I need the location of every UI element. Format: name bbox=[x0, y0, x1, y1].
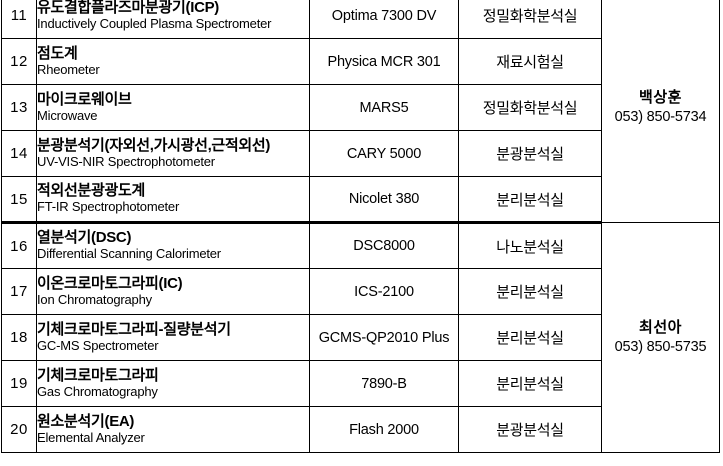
equipment-name-english: Rheometer bbox=[37, 61, 100, 77]
table-row: 15 적외선분광광도계 FT-IR Spectrophotometer Nico… bbox=[1, 176, 720, 224]
equipment-model: Flash 2000 bbox=[309, 406, 459, 453]
row-number: 11 bbox=[1, 0, 37, 39]
table-row: 19 기체크로마토그라피 Gas Chromatography 7890-B 분… bbox=[1, 360, 720, 407]
equipment-name-cell: 유도결합플라즈마분광기(ICP) Inductively Coupled Pla… bbox=[36, 0, 310, 39]
equipment-name-korean: 유도결합플라즈마분광기(ICP) bbox=[37, 0, 219, 16]
equipment-name-english: Ion Chromatography bbox=[37, 291, 152, 307]
equipment-lab: 정밀화학분석실 bbox=[458, 0, 602, 39]
equipment-name-korean: 기체크로마토그라피-질량분석기 bbox=[37, 320, 231, 338]
equipment-name-english: Gas Chromatography bbox=[37, 383, 158, 399]
equipment-name-english: GC-MS Spectrometer bbox=[37, 337, 159, 353]
equipment-lab: 분리분석실 bbox=[458, 360, 602, 407]
equipment-name-cell: 이온크로마토그라피(IC) Ion Chromatography bbox=[36, 268, 310, 315]
table-row: 14 분광분석기(자외선,가시광선,근적외선) UV-VIS-NIR Spect… bbox=[1, 130, 720, 177]
equipment-name-korean: 점도계 bbox=[37, 44, 78, 62]
equipment-name-english: Differential Scanning Calorimeter bbox=[37, 246, 221, 262]
row-number: 17 bbox=[1, 268, 37, 315]
table-row: 12 점도계 Rheometer Physica MCR 301 재료시험실 bbox=[1, 38, 720, 85]
equipment-name-cell: 마이크로웨이브 Microwave bbox=[36, 84, 310, 131]
equipment-lab: 분광분석실 bbox=[458, 406, 602, 453]
equipment-name-korean: 원소분석기(EA) bbox=[37, 412, 135, 430]
equipment-name-english: UV-VIS-NIR Spectrophotometer bbox=[37, 153, 215, 169]
equipment-model: GCMS-QP2010 Plus bbox=[309, 314, 459, 361]
equipment-lab: 분리분석실 bbox=[458, 314, 602, 361]
equipment-model: Nicolet 380 bbox=[309, 176, 459, 224]
row-number: 20 bbox=[1, 406, 37, 453]
contact-phone: 053) 850-5734 bbox=[614, 108, 707, 125]
row-number: 13 bbox=[1, 84, 37, 131]
equipment-name-english: Inductively Coupled Plasma Spectrometer bbox=[37, 15, 272, 31]
equipment-name-korean: 분광분석기(자외선,가시광선,근적외선) bbox=[37, 136, 271, 154]
equipment-name-cell: 원소분석기(EA) Elemental Analyzer bbox=[36, 406, 310, 453]
equipment-name-cell: 분광분석기(자외선,가시광선,근적외선) UV-VIS-NIR Spectrop… bbox=[36, 130, 310, 177]
equipment-name-korean: 적외선분광광도계 bbox=[37, 182, 146, 200]
equipment-name-cell: 기체크로마토그라피 Gas Chromatography bbox=[36, 360, 310, 407]
equipment-name-korean: 마이크로웨이브 bbox=[37, 90, 132, 108]
equipment-lab: 분광분석실 bbox=[458, 130, 602, 177]
row-number: 12 bbox=[1, 38, 37, 85]
contact-name: 최선아 bbox=[639, 318, 682, 336]
equipment-name-cell: 열분석기(DSC) Differential Scanning Calorime… bbox=[36, 222, 310, 269]
row-number: 15 bbox=[1, 176, 37, 224]
equipment-model: CARY 5000 bbox=[309, 130, 459, 177]
equipment-model: Optima 7300 DV bbox=[309, 0, 459, 39]
equipment-model: 7890-B bbox=[309, 360, 459, 407]
equipment-lab: 재료시험실 bbox=[458, 38, 602, 85]
equipment-name-cell: 점도계 Rheometer bbox=[36, 38, 310, 85]
equipment-model: MARS5 bbox=[309, 84, 459, 131]
equipment-model: ICS-2100 bbox=[309, 268, 459, 315]
contact-cell: 최선아 053) 850-5735 bbox=[601, 222, 720, 453]
equipment-table-container: 11 유도결합플라즈마분광기(ICP) Inductively Coupled … bbox=[1, 0, 720, 453]
row-number: 19 bbox=[1, 360, 37, 407]
contact-name: 백상훈 bbox=[639, 88, 682, 106]
equipment-table: 11 유도결합플라즈마분광기(ICP) Inductively Coupled … bbox=[1, 0, 720, 453]
row-number: 14 bbox=[1, 130, 37, 177]
table-row: 16 열분석기(DSC) Differential Scanning Calor… bbox=[1, 222, 720, 453]
equipment-lab: 분리분석실 bbox=[458, 176, 602, 224]
table-row: 17 이온크로마토그라피(IC) Ion Chromatography ICS-… bbox=[1, 268, 720, 315]
equipment-model: DSC8000 bbox=[309, 222, 459, 269]
table-row: 20 원소분석기(EA) Elemental Analyzer Flash 20… bbox=[1, 406, 720, 453]
equipment-name-korean: 이온크로마토그라피(IC) bbox=[37, 274, 183, 292]
equipment-name-english: Microwave bbox=[37, 107, 98, 123]
contact-cell: 백상훈 053) 850-5734 bbox=[601, 0, 720, 223]
equipment-lab: 분리분석실 bbox=[458, 268, 602, 315]
equipment-table-body: 11 유도결합플라즈마분광기(ICP) Inductively Coupled … bbox=[1, 0, 720, 453]
row-number: 16 bbox=[1, 222, 37, 269]
equipment-name-cell: 기체크로마토그라피-질량분석기 GC-MS Spectrometer bbox=[36, 314, 310, 361]
contact-phone: 053) 850-5735 bbox=[614, 338, 707, 355]
equipment-name-cell: 적외선분광광도계 FT-IR Spectrophotometer bbox=[36, 176, 310, 224]
equipment-model: Physica MCR 301 bbox=[309, 38, 459, 85]
table-row: 18 기체크로마토그라피-질량분석기 GC-MS Spectrometer GC… bbox=[1, 314, 720, 361]
equipment-name-english: FT-IR Spectrophotometer bbox=[37, 199, 180, 215]
table-row: 11 유도결합플라즈마분광기(ICP) Inductively Coupled … bbox=[1, 0, 720, 223]
equipment-name-korean: 열분석기(DSC) bbox=[37, 229, 132, 247]
equipment-lab: 나노분석실 bbox=[458, 222, 602, 269]
equipment-name-korean: 기체크로마토그라피 bbox=[37, 366, 159, 384]
equipment-name-english: Elemental Analyzer bbox=[37, 429, 145, 445]
equipment-lab: 정밀화학분석실 bbox=[458, 84, 602, 131]
row-number: 18 bbox=[1, 314, 37, 361]
